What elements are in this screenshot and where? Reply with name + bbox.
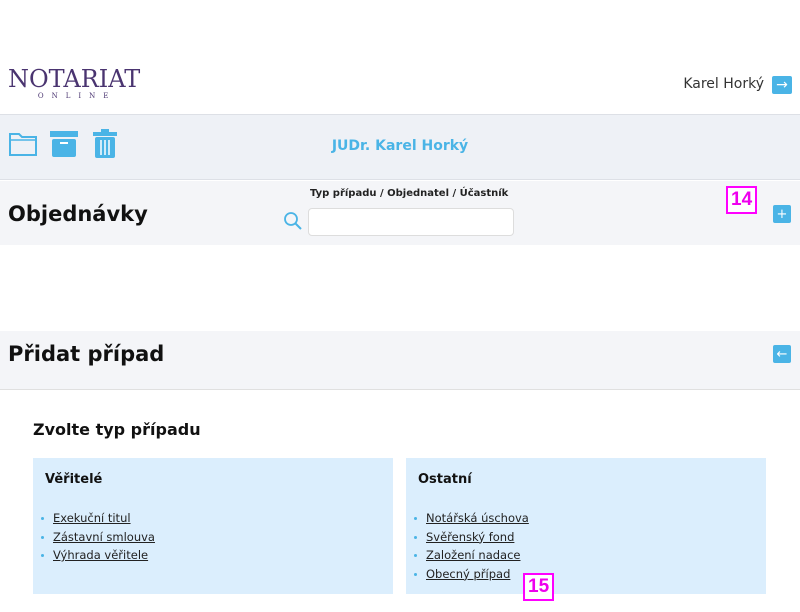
user-name: Karel Horký <box>683 76 764 92</box>
list-item: Svěřenský fond <box>414 528 766 547</box>
add-case-title: Přidat případ <box>8 342 165 366</box>
list-item: Výhrada věřitele <box>41 546 393 565</box>
toolbar-title: JUDr. Karel Horký <box>331 138 469 154</box>
folder-icon[interactable] <box>8 130 38 158</box>
logo[interactable]: NOTARIAT ONLINE <box>8 65 141 100</box>
list-item: Obecný případ <box>414 565 766 584</box>
annotation-callout: 15 <box>523 573 555 601</box>
list-item: Zástavní smlouva <box>41 528 393 547</box>
link-vyhrada-veritele[interactable]: Výhrada věřitele <box>53 548 149 562</box>
list-item: Exekuční titul <box>41 509 393 528</box>
add-order-button[interactable]: + <box>773 205 791 223</box>
arrow-left-icon: ← <box>776 346 788 362</box>
search-label: Typ případu / Objednatel / Účastník <box>310 188 509 199</box>
link-notarska-uschova[interactable]: Notářská úschova <box>426 511 529 525</box>
case-type-heading: Zvolte typ případu <box>33 420 201 439</box>
list-item: Založení nadace <box>414 546 766 565</box>
page-title: Objednávky <box>8 202 148 226</box>
link-exekucni-titul[interactable]: Exekuční titul <box>53 511 131 525</box>
annotation-callout: 14 <box>726 186 758 214</box>
trash-icon[interactable] <box>93 129 117 159</box>
toolbar <box>0 114 800 180</box>
logout-button[interactable]: → <box>772 76 792 94</box>
link-sverensky-fond[interactable]: Svěřenský fond <box>426 529 515 544</box>
arrow-right-icon: → <box>776 77 788 93</box>
card-title: Věřitelé <box>45 472 103 487</box>
add-case-section <box>0 331 800 390</box>
back-button[interactable]: ← <box>773 345 791 363</box>
search-input[interactable] <box>308 208 514 236</box>
link-zalozeni-nadace[interactable]: Založení nadace <box>426 548 521 562</box>
card-other: Ostatní Notářská úschova Svěřenský fond … <box>406 458 766 594</box>
search-icon[interactable] <box>283 211 303 231</box>
archive-icon[interactable] <box>49 130 79 158</box>
card-creditors: Věřitelé Exekuční titul Zástavní smlouva… <box>33 458 393 594</box>
plus-icon: + <box>776 206 788 222</box>
link-zastavni-smlouva[interactable]: Zástavní smlouva <box>53 529 155 544</box>
link-obecny-pripad[interactable]: Obecný případ <box>426 566 511 581</box>
list-item: Notářská úschova <box>414 509 766 528</box>
card-title: Ostatní <box>418 472 472 487</box>
